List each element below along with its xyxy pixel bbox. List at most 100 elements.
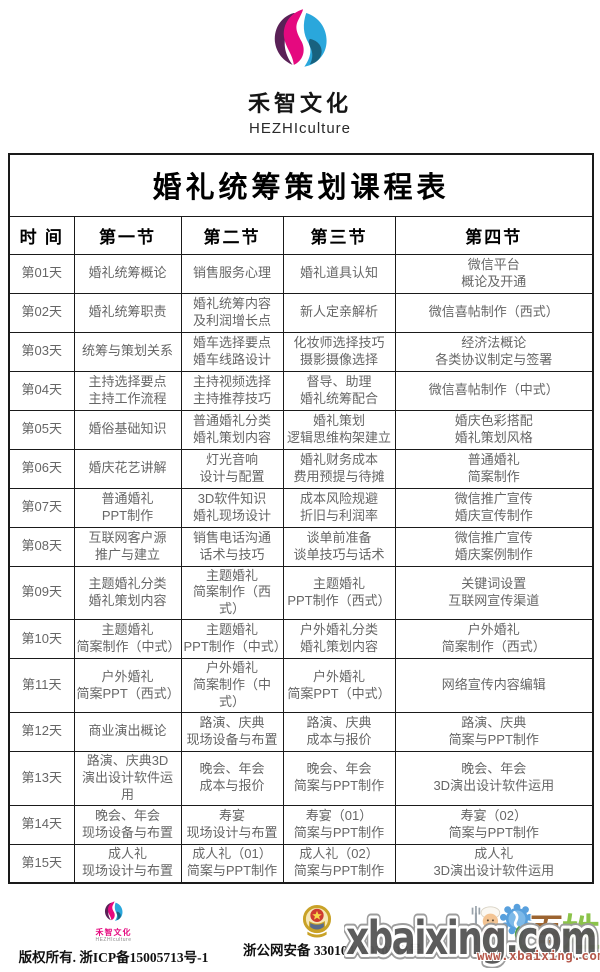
brand-header: 禾智文化 HEZHIculture <box>0 8 600 137</box>
brand-name-en: HEZHIculture <box>248 120 352 137</box>
green-figure-icon <box>509 926 529 958</box>
security-record-text: 浙公网安备 33010402020213号 <box>243 943 422 958</box>
course-table-body: 第01天 婚礼统筹概论 销售服务心理 婚礼道具认知 微信平台 概论及开通 第02天 婚礼统筹… <box>8 253 594 884</box>
course-cell: 销售服务心理 <box>180 253 284 294</box>
course-cell: 主题婚礼 简案制作（西式） <box>180 565 284 621</box>
course-cell: 户外婚礼 简案制作（西式） <box>394 619 594 660</box>
course-cell: 微信喜帖制作（西式） <box>394 292 594 333</box>
table-row: 第03天 统筹与策划关系 婚车选择要点 婚车线路设计 化妆师选择技巧 摄影摄像选择 经济… <box>8 331 594 372</box>
svg-text:xbaixing.com: xbaixing.com <box>346 911 596 965</box>
day-cell: 第07天 <box>8 487 75 528</box>
day-cell: 第13天 <box>8 750 75 806</box>
chef-mascot-icon <box>471 905 501 958</box>
course-cell: 化妆师选择技巧 摄影摄像选择 <box>282 331 396 372</box>
table-row: 第06天 婚庆花艺讲解 灯光音响 设计与配置 婚礼财务成本 费用预提与待摊 普通婚礼 简… <box>8 448 594 489</box>
course-cell: 主题婚礼 PPT制作（西式） <box>282 565 396 621</box>
course-cell: 普通婚礼 PPT制作 <box>73 487 182 528</box>
col-header-time: 时 间 <box>8 215 75 255</box>
day-cell: 第05天 <box>8 409 75 450</box>
course-cell: 婚礼统筹概论 <box>73 253 182 294</box>
course-cell: 寿宴（02） 简案与PPT制作 <box>394 804 594 845</box>
course-cell: 3D软件知识 婚礼现场设计 <box>180 487 284 528</box>
course-cell: 统筹与策划关系 <box>73 331 182 372</box>
icp-record-text: 版权所有. 浙ICP备15005713号-1 <box>18 950 209 966</box>
table-row: 第05天 婚俗基础知识 普通婚礼分类 婚礼策划内容 婚礼策划 逻辑思维构架建立 婚庆色彩… <box>8 409 594 450</box>
course-cell: 主题婚礼 简案制作（中式） <box>73 619 182 660</box>
course-cell: 微信平台 概论及开通 <box>394 253 594 294</box>
course-cell: 成人礼（01） 简案与PPT制作 <box>180 843 284 884</box>
col-header-session-1: 第一节 <box>73 215 182 255</box>
course-cell: 婚礼财务成本 费用预提与待摊 <box>282 448 396 489</box>
course-cell: 晚会、年会 3D演出设计软件运用 <box>394 750 594 806</box>
course-cell: 新人定亲解析 <box>282 292 396 333</box>
course-cell: 婚礼策划 逻辑思维构架建立 <box>282 409 396 450</box>
table-row: 第02天 婚礼统筹职责 婚礼统筹内容 及利润增长点 新人定亲解析 微信喜帖制作（西式） <box>8 292 594 333</box>
col-header-session-2: 第二节 <box>180 215 284 255</box>
day-cell: 第02天 <box>8 292 75 333</box>
table-row: 第08天 互联网客户源 推广与建立 销售电话沟通 话术与技巧 谈单前准备 谈单技巧与话… <box>8 526 594 567</box>
course-cell: 晚会、年会 简案与PPT制作 <box>282 750 396 806</box>
table-row: 第10天 主题婚礼 简案制作（中式） 主题婚礼 PPT制作（中式） 户外婚礼分类 婚礼… <box>8 619 594 660</box>
course-cell: 督导、助理 婚礼统筹配合 <box>282 370 396 411</box>
course-cell: 寿宴 现场设计与布置 <box>180 804 284 845</box>
course-cell: 微信喜帖制作（中式） <box>394 370 594 411</box>
course-cell: 成本风险规避 折旧与利润率 <box>282 487 396 528</box>
course-cell: 婚礼统筹职责 <box>73 292 182 333</box>
table-row: 第14天 晚会、年会 现场设备与布置 寿宴 现场设计与布置 寿宴（01） 简案与PPT… <box>8 804 594 845</box>
footer-copyright-block: 禾智文化 HEZHIculture 版权所有. 浙ICP备15005713号-1 <box>16 901 211 966</box>
day-cell: 第03天 <box>8 331 75 372</box>
table-row: 第15天 成人礼 现场设计与布置 成人礼（01） 简案与PPT制作 成人礼（02） 简… <box>8 843 594 884</box>
header-row: 时 间第一节 第二节 第三节 第四节 <box>8 215 594 255</box>
course-cell: 婚俗基础知识 <box>73 409 182 450</box>
course-cell: 成人礼 3D演出设计软件运用 <box>394 843 594 884</box>
course-cell: 销售电话沟通 话术与技巧 <box>180 526 284 567</box>
footer-logo-name-en: HEZHIculture <box>95 936 132 943</box>
table-row: 第01天 婚礼统筹概论 销售服务心理 婚礼道具认知 微信平台 概论及开通 <box>8 253 594 294</box>
police-badge-icon <box>302 905 332 938</box>
course-cell: 路演、庆典3D 演出设计软件运用 <box>73 750 182 806</box>
watermark-text: xbaixing.com xbaixing.com xbaixing.com <box>344 910 600 968</box>
course-cell: 灯光音响 设计与配置 <box>180 448 284 489</box>
course-table: 婚礼统筹策划课程表 时 间第一节 第二节 第三节 第四节 第01天 婚礼统筹概论 销售服务… <box>8 153 595 885</box>
hezhi-logo-small-icon <box>104 901 123 921</box>
course-cell: 成人礼 现场设计与布置 <box>73 843 182 884</box>
table-row: 第07天 普通婚礼 PPT制作 3D软件知识 婚礼现场设计 成本风险规避 折旧与利润率… <box>8 487 594 528</box>
table-row: 第11天 户外婚礼 简案PPT（西式） 户外婚礼 简案制作（中式） 户外婚礼 简案PP… <box>8 658 594 713</box>
course-cell: 主题婚礼 PPT制作（中式） <box>180 619 287 660</box>
day-cell: 第14天 <box>8 804 75 845</box>
course-cell: 婚礼道具认知 <box>282 253 396 294</box>
course-cell: 路演、庆典 成本与报价 <box>282 711 396 752</box>
day-cell: 第11天 <box>8 658 75 713</box>
table-title: 婚礼统筹策划课程表 <box>8 153 594 217</box>
course-cell: 寿宴（01） 简案与PPT制作 <box>282 804 396 845</box>
course-cell: 路演、庆典 简案与PPT制作 <box>394 711 594 752</box>
col-header-session-4: 第四节 <box>394 215 594 255</box>
course-cell: 主题婚礼分类 婚礼策划内容 <box>73 565 182 621</box>
course-cell: 网络宣传内容编辑 <box>394 658 594 713</box>
day-cell: 第04天 <box>8 370 75 411</box>
table-row: 第04天 主持选择要点 主持工作流程 主持视频选择 主持推荐技巧 督导、助理 婚礼统筹… <box>8 370 594 411</box>
course-cell: 户外婚礼 简案PPT（中式） <box>282 658 396 713</box>
day-cell: 第01天 <box>8 253 75 294</box>
footer-logo-name-cn: 禾智文化 <box>95 928 132 937</box>
svg-text:xbaixing.com: xbaixing.com <box>346 911 596 965</box>
course-cell: 互联网客户源 推广与建立 <box>73 526 182 567</box>
day-cell: 第12天 <box>8 711 75 752</box>
day-cell: 第15天 <box>8 843 75 884</box>
course-cell: 路演、庆典 现场设备与布置 <box>180 711 284 752</box>
course-cell: 微信推广宣传 婚庆宣传制作 <box>394 487 594 528</box>
mascot-char-bai: 百 <box>530 914 563 950</box>
table-row: 第09天 主题婚礼分类 婚礼策划内容 主题婚礼 简案制作（西式） 主题婚礼 PPT制作… <box>8 565 594 621</box>
course-cell: 婚礼统筹内容 及利润增长点 <box>180 292 284 333</box>
day-cell: 第06天 <box>8 448 75 489</box>
table-row: 第12天 商业演出概论 路演、庆典 现场设备与布置 路演、庆典 成本与报价 路演、庆典 … <box>8 711 594 752</box>
mascot-char-xing: 姓 <box>562 913 600 955</box>
course-cell: 普通婚礼 简案制作 <box>394 448 594 489</box>
day-cell: 第08天 <box>8 526 75 567</box>
course-cell: 谈单前准备 谈单技巧与话术 <box>282 526 396 567</box>
course-cell: 户外婚礼 简案制作（中式） <box>180 658 284 713</box>
hezhi-logo-icon <box>274 9 327 67</box>
baixing-mascots: 百 姓 <box>468 900 600 968</box>
course-cell: 经济法概论 各类协议制定与签署 <box>394 331 594 372</box>
